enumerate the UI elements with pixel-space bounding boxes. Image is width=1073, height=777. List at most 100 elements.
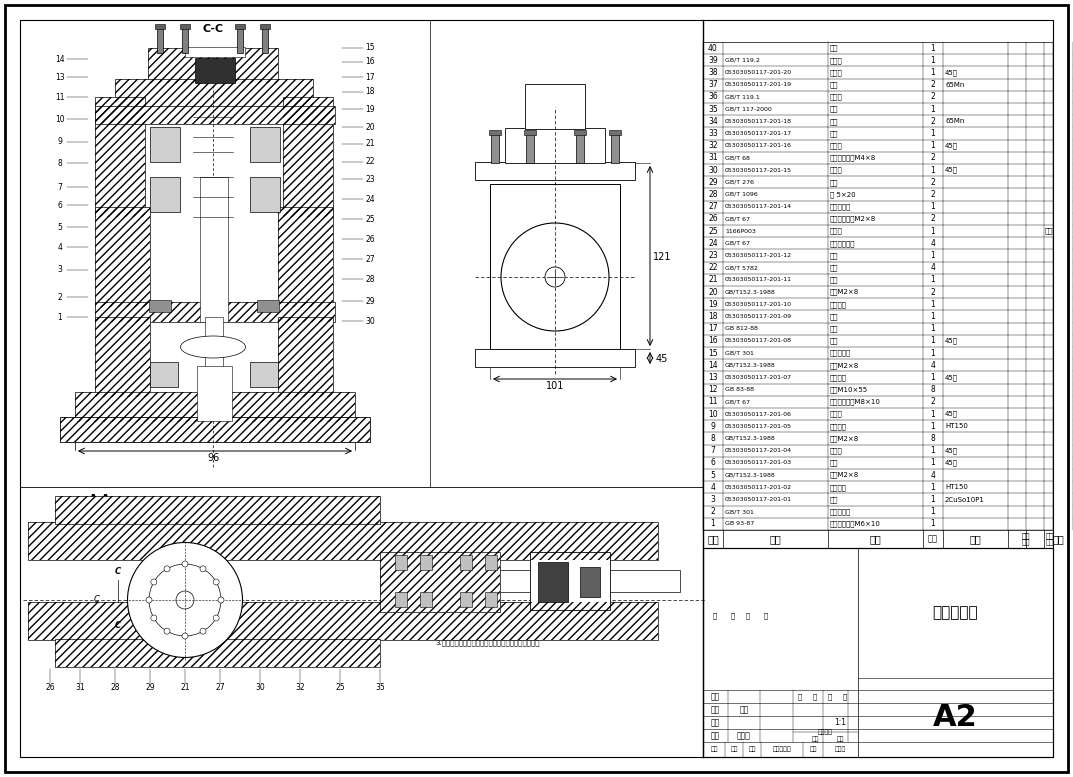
Text: 17: 17 <box>708 324 718 333</box>
Text: 30: 30 <box>708 166 718 175</box>
Bar <box>524 130 536 135</box>
Text: 4: 4 <box>930 471 936 479</box>
Bar <box>205 317 223 367</box>
Bar <box>395 555 407 570</box>
Text: 1: 1 <box>930 349 936 357</box>
Text: 3.参照相关工艺将工艺规程中涉及到关键零件安装到位: 3.参照相关工艺将工艺规程中涉及到关键零件安装到位 <box>435 639 540 646</box>
Text: 开槽盘头螺钉M8×10: 开槽盘头螺钉M8×10 <box>831 399 881 405</box>
Text: 29: 29 <box>365 297 374 305</box>
Text: 15: 15 <box>708 349 718 357</box>
Text: 更改文件号: 更改文件号 <box>773 747 792 752</box>
Text: 05303050117-201-15: 05303050117-201-15 <box>725 168 792 172</box>
Bar <box>283 97 333 217</box>
Text: 1: 1 <box>930 141 936 150</box>
Circle shape <box>200 566 206 572</box>
Text: 反事销: 反事销 <box>831 57 842 64</box>
Bar <box>250 177 280 212</box>
Text: 套: 套 <box>731 613 735 619</box>
Bar <box>149 300 171 312</box>
Text: 2.操作规范，无关杂物不得放在工作台: 2.操作规范，无关杂物不得放在工作台 <box>435 626 510 633</box>
Text: 1166P003: 1166P003 <box>725 228 755 234</box>
Bar <box>475 349 635 367</box>
Text: 8: 8 <box>930 385 936 394</box>
Text: 技术要求: 技术要求 <box>435 598 455 607</box>
Bar <box>148 48 278 83</box>
Text: 23: 23 <box>365 175 374 183</box>
Text: 29: 29 <box>708 178 718 186</box>
Bar <box>200 177 227 322</box>
Text: 圆柱销: 圆柱销 <box>831 93 842 100</box>
Circle shape <box>146 597 152 603</box>
Bar <box>75 392 355 422</box>
Text: 蜗杆: 蜗杆 <box>831 497 838 503</box>
Bar <box>460 555 472 570</box>
Text: 代号: 代号 <box>769 534 781 544</box>
Bar <box>95 106 335 124</box>
Text: GB/T 119.1: GB/T 119.1 <box>725 94 760 99</box>
Text: 1: 1 <box>930 202 936 211</box>
Text: 24: 24 <box>708 239 718 248</box>
Bar <box>576 133 584 163</box>
Text: 图纸标记: 图纸标记 <box>818 730 833 735</box>
Text: 11: 11 <box>55 92 64 102</box>
Text: 32: 32 <box>708 141 718 150</box>
Text: 23: 23 <box>708 251 718 260</box>
Bar <box>55 496 380 524</box>
Text: 1: 1 <box>930 483 936 492</box>
Text: GB/T 301: GB/T 301 <box>725 509 754 514</box>
Text: 下刀架体: 下刀架体 <box>831 484 847 490</box>
Text: HT150: HT150 <box>945 423 968 430</box>
Text: 13: 13 <box>708 373 718 382</box>
Text: 开槽盘头螺钉: 开槽盘头螺钉 <box>831 240 855 246</box>
Text: 25: 25 <box>708 227 718 235</box>
Bar <box>491 133 499 163</box>
Bar <box>157 27 163 53</box>
Circle shape <box>182 633 188 639</box>
Text: 螺纹M2×8: 螺纹M2×8 <box>831 362 859 368</box>
Text: 32: 32 <box>295 682 305 692</box>
Text: 4: 4 <box>930 361 936 370</box>
Ellipse shape <box>128 542 242 657</box>
Bar <box>278 317 333 397</box>
Text: 22: 22 <box>708 263 718 272</box>
Text: 05303050117-201-16: 05303050117-201-16 <box>725 143 792 148</box>
Bar <box>155 24 165 29</box>
Text: C: C <box>115 567 121 577</box>
Text: 反事齿盘: 反事齿盘 <box>831 375 847 381</box>
Text: 20: 20 <box>708 287 718 297</box>
Text: 37: 37 <box>708 80 718 89</box>
Text: 121: 121 <box>652 252 672 262</box>
Text: 年月日: 年月日 <box>835 747 847 752</box>
Text: 15: 15 <box>365 44 374 53</box>
Text: 共: 共 <box>712 613 717 619</box>
Text: 套: 套 <box>764 613 768 619</box>
Text: 1: 1 <box>930 105 936 113</box>
Text: GB/T152.3-1988: GB/T152.3-1988 <box>725 290 776 294</box>
Text: GB/T 1096: GB/T 1096 <box>725 192 758 197</box>
Text: GB/T 119.2: GB/T 119.2 <box>725 57 760 63</box>
Text: 材料: 材料 <box>970 534 982 544</box>
Text: 内六角头螺钉M6×10: 内六角头螺钉M6×10 <box>831 521 881 528</box>
Ellipse shape <box>149 564 221 636</box>
Text: 2: 2 <box>930 214 936 224</box>
Text: 4: 4 <box>710 483 716 492</box>
Bar <box>115 79 313 107</box>
Text: 35: 35 <box>708 105 718 113</box>
Text: 1.工作前务必检查各运动机构是否正常,注意检查油位是否合适: 1.工作前务必检查各运动机构是否正常,注意检查油位是否合适 <box>435 613 555 620</box>
Text: 05303050117-201-05: 05303050117-201-05 <box>725 423 792 429</box>
Text: 编床盘: 编床盘 <box>831 69 842 76</box>
Bar <box>28 602 658 640</box>
Text: 16: 16 <box>365 57 374 67</box>
Text: 6: 6 <box>710 458 716 468</box>
Text: 上刀架体: 上刀架体 <box>831 423 847 430</box>
Text: GB 812-88: GB 812-88 <box>725 326 758 331</box>
Text: 13: 13 <box>55 72 64 82</box>
Text: 2: 2 <box>58 292 62 301</box>
Text: 开槽沉头螺钉M4×8: 开槽沉头螺钉M4×8 <box>831 155 877 161</box>
Text: 14: 14 <box>55 54 64 64</box>
Ellipse shape <box>545 267 565 287</box>
Bar <box>115 79 313 107</box>
Text: 制图: 制图 <box>710 718 720 727</box>
Text: 21: 21 <box>365 140 374 148</box>
Text: GB/T152.3-1988: GB/T152.3-1988 <box>725 436 776 441</box>
